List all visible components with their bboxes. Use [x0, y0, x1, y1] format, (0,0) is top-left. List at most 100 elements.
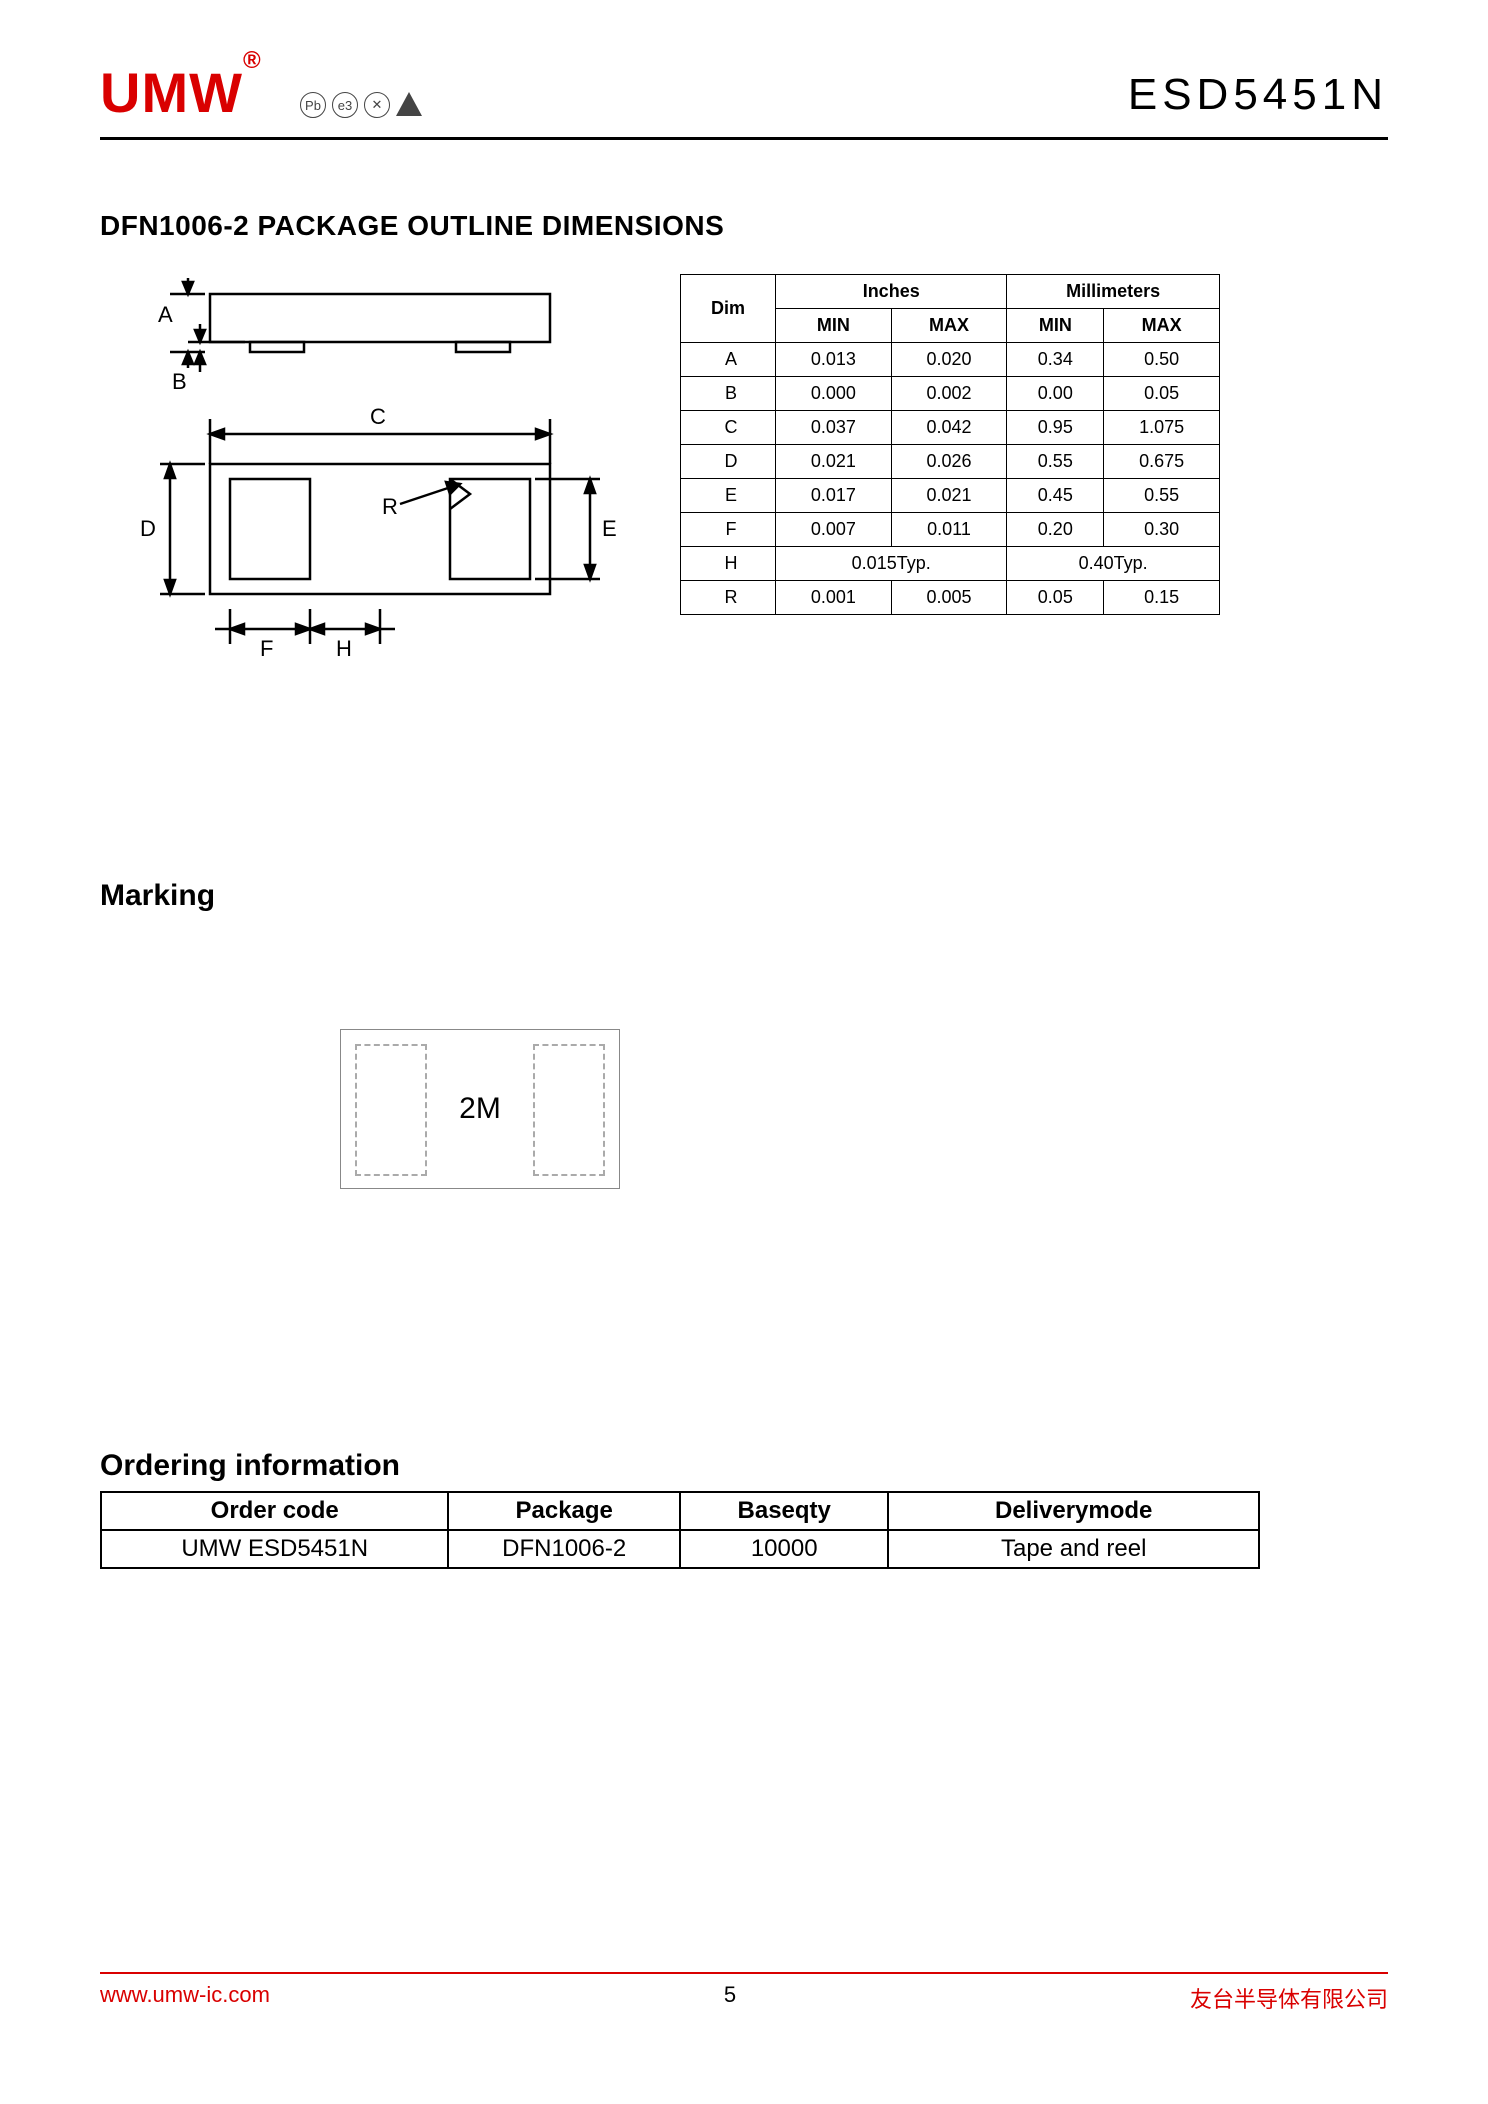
table-row: Dim Inches Millimeters [681, 275, 1220, 309]
cell: DFN1006-2 [448, 1530, 680, 1568]
marking-pad-left [355, 1044, 427, 1176]
logo-text: UMW [100, 61, 243, 124]
cell: 0.017 [776, 479, 892, 513]
cell: E [681, 479, 776, 513]
cell: 0.011 [891, 513, 1007, 547]
cell: 0.95 [1007, 411, 1104, 445]
part-number: ESD5451N [1128, 70, 1388, 120]
cell: 0.007 [776, 513, 892, 547]
cell: B [681, 377, 776, 411]
table-row: F 0.007 0.011 0.20 0.30 [681, 513, 1220, 547]
cell: 0.675 [1104, 445, 1220, 479]
dim-label-e: E [602, 516, 617, 541]
cell: 0.05 [1104, 377, 1220, 411]
cell: 0.002 [891, 377, 1007, 411]
dim-label-f: F [260, 636, 273, 661]
cell: 0.013 [776, 343, 892, 377]
esd-icon [396, 92, 422, 116]
registered-mark: ® [243, 47, 262, 74]
e3-icon: e3 [332, 92, 358, 118]
page-footer: www.umw-ic.com 5 友台半导体有限公司 [100, 1972, 1388, 2014]
section-title-marking: Marking [100, 879, 1388, 913]
cell: 0.021 [891, 479, 1007, 513]
cell: 0.020 [891, 343, 1007, 377]
dim-label-d: D [140, 516, 156, 541]
cell: 0.20 [1007, 513, 1104, 547]
cell: 1.075 [1104, 411, 1220, 445]
dim-label-b: B [172, 369, 187, 394]
table-row: E 0.017 0.021 0.45 0.55 [681, 479, 1220, 513]
table-row: C 0.037 0.042 0.95 1.075 [681, 411, 1220, 445]
package-diagram: A B C D E R F H [100, 274, 620, 699]
dimensions-table: Dim Inches Millimeters MIN MAX MIN MAX A… [680, 274, 1220, 615]
marking-diagram: 2M [340, 1029, 620, 1189]
cell: R [681, 581, 776, 615]
section-title-dimensions: DFN1006-2 PACKAGE OUTLINE DIMENSIONS [100, 210, 1388, 242]
cell: 0.015Typ. [776, 547, 1007, 581]
col-delivery: Deliverymode [888, 1492, 1259, 1530]
cell: 0.30 [1104, 513, 1220, 547]
cell: F [681, 513, 776, 547]
cell: 10000 [680, 1530, 888, 1568]
table-row: D 0.021 0.026 0.55 0.675 [681, 445, 1220, 479]
cell: 0.021 [776, 445, 892, 479]
marking-section: Marking 2M [100, 879, 1388, 1189]
pb-free-icon: Pb [300, 92, 326, 118]
table-row: H 0.015Typ. 0.40Typ. [681, 547, 1220, 581]
footer-page-number: 5 [724, 1982, 736, 2014]
table-row: Order code Package Baseqty Deliverymode [101, 1492, 1259, 1530]
table-row: UMW ESD5451N DFN1006-2 10000 Tape and re… [101, 1530, 1259, 1568]
page-header: UMW® Pb e3 ✕ ESD5451N [100, 60, 1388, 140]
col-package: Package [448, 1492, 680, 1530]
cell: 0.55 [1104, 479, 1220, 513]
cell: A [681, 343, 776, 377]
ordering-section: Ordering information Order code Package … [100, 1449, 1388, 1569]
cell: 0.34 [1007, 343, 1104, 377]
footer-company: 友台半导体有限公司 [1190, 1982, 1388, 2014]
col-dim: Dim [681, 275, 776, 343]
cell: 0.40Typ. [1007, 547, 1220, 581]
cell: 0.005 [891, 581, 1007, 615]
cell: 0.15 [1104, 581, 1220, 615]
cell: D [681, 445, 776, 479]
dim-label-a: A [158, 302, 173, 327]
col-in-max: MAX [891, 309, 1007, 343]
cell: 0.00 [1007, 377, 1104, 411]
cell: 0.50 [1104, 343, 1220, 377]
col-baseqty: Baseqty [680, 1492, 888, 1530]
dim-label-r: R [382, 494, 398, 519]
cell: 0.042 [891, 411, 1007, 445]
cell: 0.037 [776, 411, 892, 445]
footer-url: www.umw-ic.com [100, 1982, 270, 2014]
cell: Tape and reel [888, 1530, 1259, 1568]
section-title-ordering: Ordering information [100, 1449, 1388, 1483]
marking-pad-right [533, 1044, 605, 1176]
col-inches: Inches [776, 275, 1007, 309]
page-content: UMW® Pb e3 ✕ ESD5451N DFN1006-2 PACKAGE … [100, 60, 1388, 1569]
dim-label-c: C [370, 404, 386, 429]
ordering-table: Order code Package Baseqty Deliverymode … [100, 1491, 1260, 1569]
cell: UMW ESD5451N [101, 1530, 448, 1568]
cell: 0.55 [1007, 445, 1104, 479]
dimensions-row: A B C D E R F H Dim Inches Millimeters M… [100, 274, 1388, 699]
cell: 0.000 [776, 377, 892, 411]
col-order-code: Order code [101, 1492, 448, 1530]
cell: 0.45 [1007, 479, 1104, 513]
col-mm-min: MIN [1007, 309, 1104, 343]
table-row: A 0.013 0.020 0.34 0.50 [681, 343, 1220, 377]
cell: 0.001 [776, 581, 892, 615]
halogen-free-icon: ✕ [364, 92, 390, 118]
dim-label-h: H [336, 636, 352, 661]
marking-code: 2M [459, 1092, 501, 1126]
cert-icons: Pb e3 ✕ [300, 92, 422, 118]
col-mm-max: MAX [1104, 309, 1220, 343]
cell: 0.05 [1007, 581, 1104, 615]
col-mm: Millimeters [1007, 275, 1220, 309]
package-outline-svg: A B C D E R F H [100, 274, 620, 694]
col-in-min: MIN [776, 309, 892, 343]
table-row: B 0.000 0.002 0.00 0.05 [681, 377, 1220, 411]
brand-logo: UMW® [100, 60, 262, 125]
table-row: R 0.001 0.005 0.05 0.15 [681, 581, 1220, 615]
cell: H [681, 547, 776, 581]
cell: 0.026 [891, 445, 1007, 479]
